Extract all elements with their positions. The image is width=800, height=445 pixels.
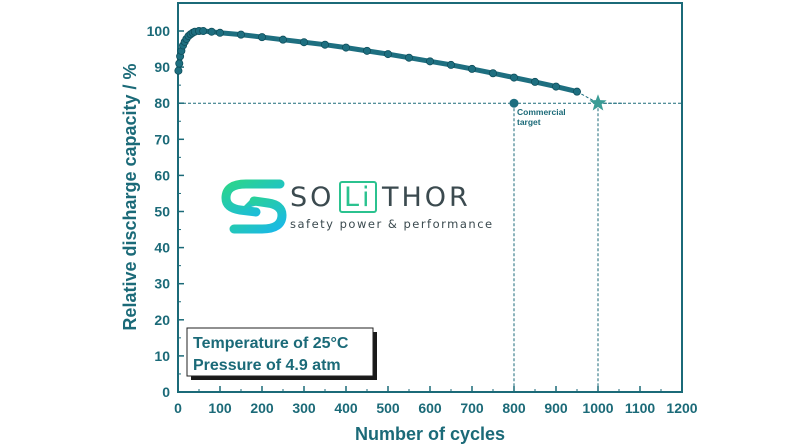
data-point-24 xyxy=(425,57,434,66)
marker-label-line-2: target xyxy=(517,117,541,127)
logo-word-li: Li xyxy=(344,182,373,213)
data-point-23 xyxy=(404,53,413,62)
series-capacity xyxy=(174,26,624,104)
data-point-12 xyxy=(199,26,208,35)
marker-star-projection xyxy=(589,94,607,111)
data-point-28 xyxy=(509,73,518,82)
x-tick-label-3: 300 xyxy=(292,400,316,416)
y-tick-label-6: 60 xyxy=(154,167,170,183)
solithor-logo: SO Li THOR safety power & performance xyxy=(221,179,494,234)
y-tick-label-0: 0 xyxy=(162,384,170,400)
logo-word-so: SO xyxy=(290,182,334,213)
data-point-20 xyxy=(341,43,350,52)
y-tick-label-10: 100 xyxy=(147,23,171,39)
y-tick-label-2: 20 xyxy=(154,312,170,328)
x-tick-label-11: 1100 xyxy=(625,400,656,416)
logo-li-box xyxy=(339,181,377,213)
x-tick-label-0: 0 xyxy=(174,400,182,416)
data-point-15 xyxy=(236,30,245,39)
y-tick-label-7: 70 xyxy=(154,131,170,147)
y-axis-title: Relative discharge capacity / % xyxy=(120,63,140,330)
y-tick-label-5: 50 xyxy=(154,204,170,220)
x-tick-label-4: 400 xyxy=(334,400,358,416)
series-band xyxy=(175,28,578,95)
x-tick-label-8: 800 xyxy=(502,400,526,416)
x-tick-label-12: 1200 xyxy=(666,400,697,416)
x-tick-label-1: 100 xyxy=(208,400,232,416)
x-axis-title: Number of cycles xyxy=(355,424,505,444)
y-tick-label-1: 10 xyxy=(154,348,170,364)
x-tick-label-2: 200 xyxy=(250,400,274,416)
y-tick-label-3: 30 xyxy=(154,276,170,292)
data-point-14 xyxy=(215,28,224,37)
y-tick-label-8: 80 xyxy=(154,95,170,111)
marker-label-line-1: Commercial xyxy=(517,107,566,117)
x-tick-label-6: 600 xyxy=(418,400,442,416)
data-point-22 xyxy=(383,50,392,59)
y-tick-label-4: 40 xyxy=(154,240,170,256)
conditions-box-frame xyxy=(186,327,374,377)
x-tick-label-9: 900 xyxy=(544,400,568,416)
solithor-s-icon xyxy=(221,179,287,234)
data-point-18 xyxy=(299,38,308,47)
data-point-27 xyxy=(488,69,497,78)
x-tick-label-10: 1000 xyxy=(582,400,613,416)
x-tick-labels: 0 100 200 300 400 500 600 700 800 900 1000 1100 1200 xyxy=(174,400,698,416)
x-tick-label-7: 700 xyxy=(460,400,484,416)
logo-tagline: safety power & performance xyxy=(290,217,494,231)
conditions-temperature: Temperature of 25°C xyxy=(193,335,349,352)
data-point-30 xyxy=(552,82,561,91)
data-point-25 xyxy=(446,60,455,69)
projection-line xyxy=(576,91,624,104)
y-tick-labels: 0 10 20 30 40 50 60 70 80 90 100 xyxy=(147,23,171,400)
data-point-29 xyxy=(531,77,540,86)
x-tick-label-5: 500 xyxy=(376,400,400,416)
conditions-box: Temperature of 25°C Pressure of 4.9 atm xyxy=(186,327,377,380)
data-point-26 xyxy=(467,64,476,73)
data-point-13 xyxy=(207,27,216,36)
logo-word-thor: THOR xyxy=(381,182,471,213)
data-point-0 xyxy=(174,66,183,75)
marker-commercial-target xyxy=(509,98,519,108)
data-point-19 xyxy=(320,40,329,49)
data-point-21 xyxy=(362,46,371,55)
data-point-16 xyxy=(257,33,266,42)
data-point-17 xyxy=(278,35,287,44)
conditions-pressure: Pressure of 4.9 atm xyxy=(193,357,341,374)
data-point-1 xyxy=(175,59,184,68)
y-tick-label-9: 90 xyxy=(154,59,170,75)
